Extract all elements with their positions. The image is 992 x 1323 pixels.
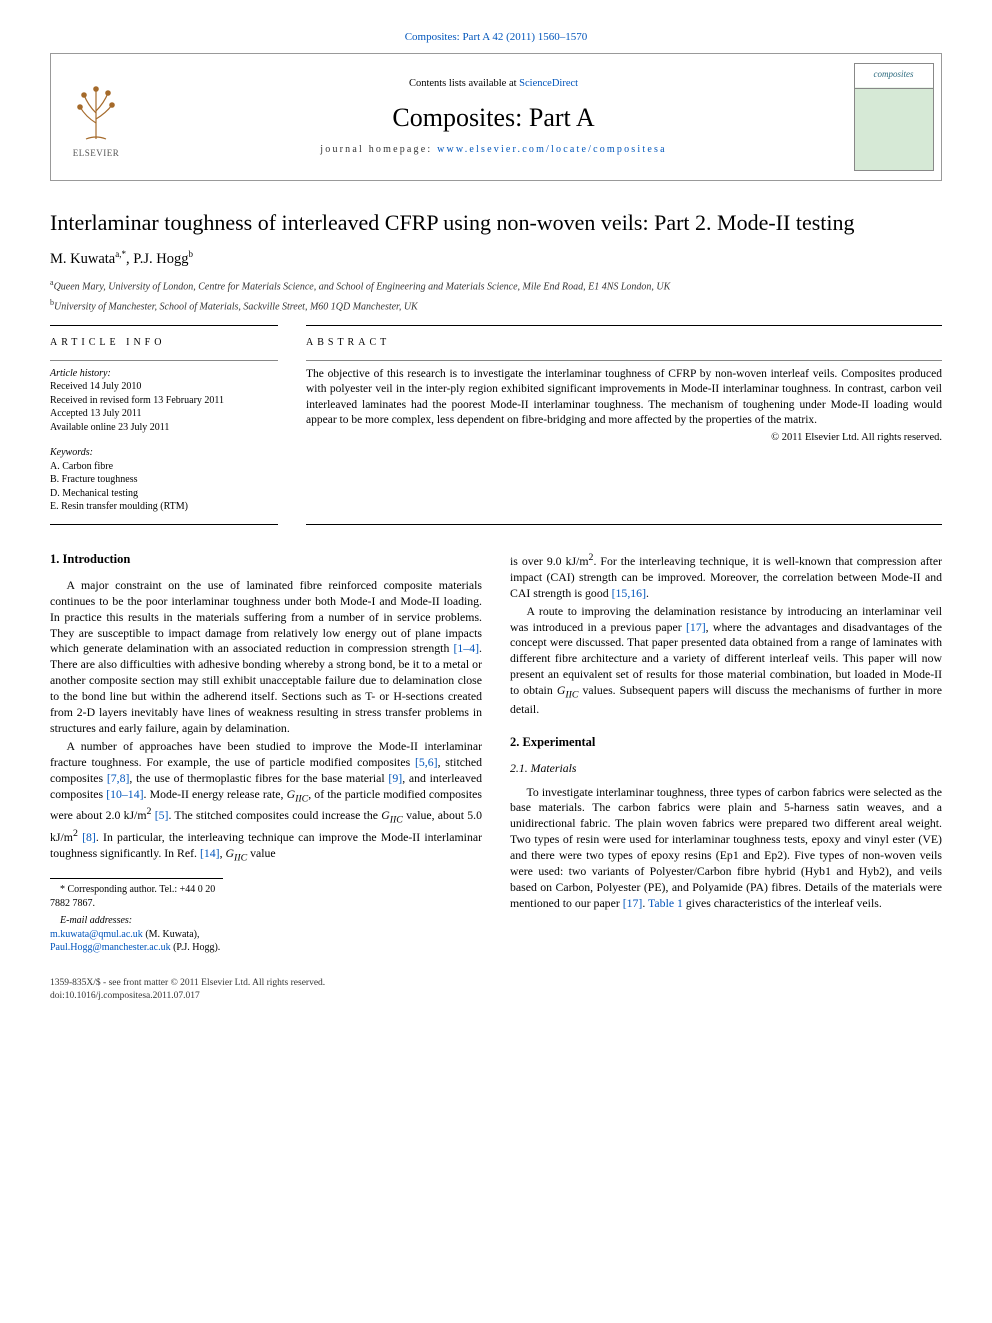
ref-link-17b[interactable]: [17]	[623, 896, 643, 910]
elsevier-tree-icon	[66, 75, 126, 145]
ref-link-5[interactable]: [5]	[155, 808, 169, 822]
article-info-column: article info Article history: Received 1…	[50, 326, 278, 514]
intro-para-1: A major constraint on the use of laminat…	[50, 578, 482, 737]
journal-citation[interactable]: Composites: Part A 42 (2011) 1560–1570	[50, 30, 942, 45]
materials-para-1: To investigate interlaminar toughness, t…	[510, 785, 942, 912]
abstract-header: abstract	[306, 336, 942, 350]
section-2-heading: 2. Experimental	[510, 734, 942, 751]
footer-meta: 1359-835X/$ - see front matter © 2011 El…	[50, 977, 942, 1003]
affiliation-b: bUniversity of Manchester, School of Mat…	[50, 298, 942, 314]
keyword-e: E. Resin transfer moulding (RTM)	[50, 500, 278, 514]
keyword-a: A. Carbon fibre	[50, 460, 278, 474]
doi-line: doi:10.1016/j.compositesa.2011.07.017	[50, 990, 325, 1003]
ref-link-5-6[interactable]: [5,6]	[415, 755, 438, 769]
keyword-b: B. Fracture toughness	[50, 473, 278, 487]
publisher-logo: ELSEVIER	[51, 54, 141, 180]
ref-link-7-8[interactable]: [7,8]	[107, 771, 130, 785]
homepage-link[interactable]: www.elsevier.com/locate/compositesa	[437, 144, 667, 155]
col2-para-1: is over 9.0 kJ/m2. For the interleaving …	[510, 551, 942, 602]
ref-link-10-14[interactable]: [10–14]	[106, 787, 143, 801]
affiliation-a: aQueen Mary, University of London, Centr…	[50, 278, 942, 294]
email-addresses-note: E-mail addresses: m.kuwata@qmul.ac.uk (M…	[50, 914, 223, 955]
ref-link-9[interactable]: [9]	[388, 771, 402, 785]
email-link-1[interactable]: m.kuwata@qmul.ac.uk	[50, 929, 143, 940]
section-2-1-heading: 2.1. Materials	[510, 761, 942, 777]
abstract-copyright: © 2011 Elsevier Ltd. All rights reserved…	[306, 431, 942, 445]
front-matter-line: 1359-835X/$ - see front matter © 2011 El…	[50, 977, 325, 990]
journal-name: Composites: Part A	[141, 100, 846, 135]
ref-link-15-16[interactable]: [15,16]	[612, 586, 646, 600]
sciencedirect-link[interactable]: ScienceDirect	[519, 78, 578, 89]
keyword-d: D. Mechanical testing	[50, 487, 278, 501]
ref-link-1-4[interactable]: [1–4]	[453, 641, 479, 655]
section-1-heading: 1. Introduction	[50, 551, 482, 568]
cover-title: composites	[855, 68, 933, 80]
email-link-2[interactable]: Paul.Hogg@manchester.ac.uk	[50, 942, 171, 953]
masthead: ELSEVIER Contents lists available at Sci…	[50, 53, 942, 181]
article-body: 1. Introduction A major constraint on th…	[50, 551, 942, 955]
intro-para-2: A number of approaches have been studied…	[50, 739, 482, 864]
history-label: Article history:	[50, 367, 278, 381]
article-info-header: article info	[50, 336, 278, 350]
table-link-1[interactable]: Table 1	[648, 896, 683, 910]
cover-thumbnail: composites	[854, 63, 934, 171]
keywords-label: Keywords:	[50, 446, 278, 460]
contents-available-line: Contents lists available at ScienceDirec…	[141, 77, 846, 91]
ref-link-17a[interactable]: [17]	[686, 620, 706, 634]
col2-para-2: A route to improving the delamination re…	[510, 604, 942, 718]
history-online: Available online 23 July 2011	[50, 421, 278, 435]
journal-cover: composites	[846, 54, 941, 180]
author-1: M. Kuwataa,*	[50, 251, 126, 267]
history-accepted: Accepted 13 July 2011	[50, 407, 278, 421]
footnotes-block: * Corresponding author. Tel.: +44 0 20 7…	[50, 878, 223, 955]
authors-line: M. Kuwataa,*, P.J. Hoggb	[50, 248, 942, 269]
article-title: Interlaminar toughness of interleaved CF…	[50, 209, 942, 237]
abstract-text: The objective of this research is to inv…	[306, 367, 942, 429]
author-2: P.J. Hoggb	[133, 251, 193, 267]
abstract-column: abstract The objective of this research …	[306, 326, 942, 514]
corresponding-author-note: * Corresponding author. Tel.: +44 0 20 7…	[50, 883, 223, 910]
journal-homepage: journal homepage: www.elsevier.com/locat…	[141, 143, 846, 157]
history-received: Received 14 July 2010	[50, 380, 278, 394]
publisher-name: ELSEVIER	[73, 147, 120, 159]
history-revised: Received in revised form 13 February 201…	[50, 394, 278, 408]
ref-link-8[interactable]: [8]	[82, 830, 96, 844]
ref-link-14[interactable]: [14]	[200, 846, 220, 860]
